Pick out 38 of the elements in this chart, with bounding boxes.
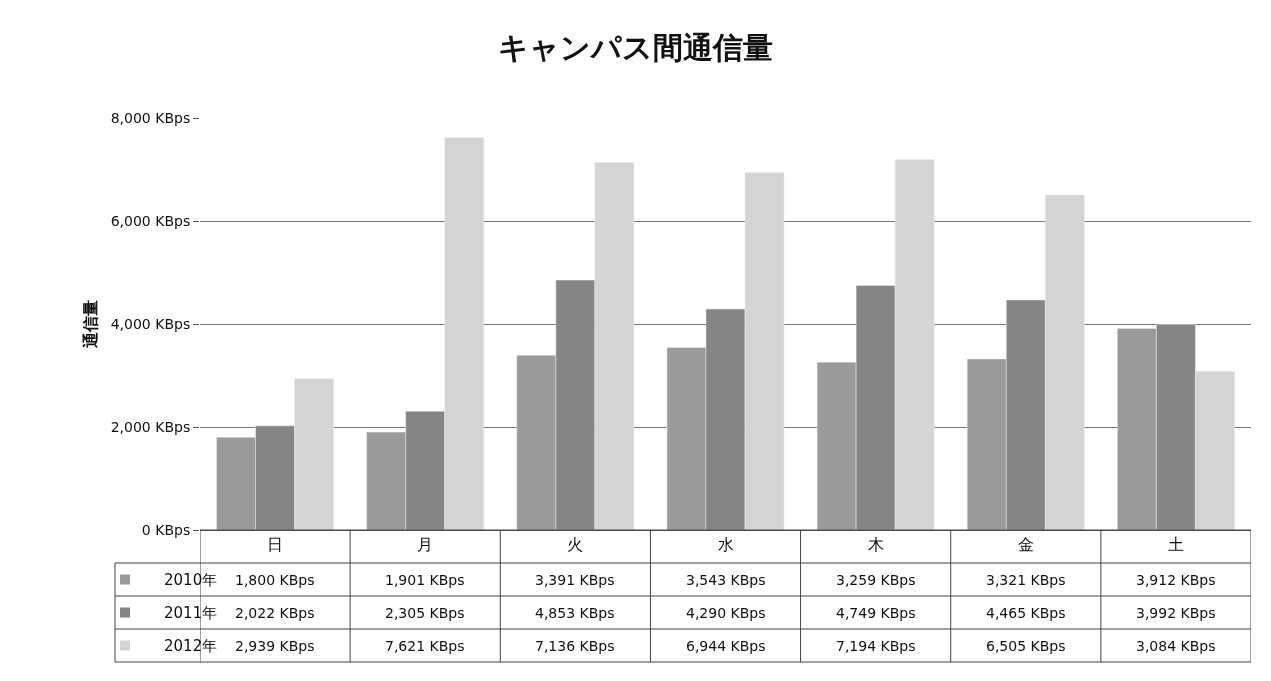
data-label: 4,465 KBps — [986, 605, 1066, 621]
data-label: 7,194 KBps — [836, 638, 916, 654]
data-label: 2,305 KBps — [385, 605, 465, 621]
data-label: 2,939 KBps — [235, 638, 315, 654]
x-tick-label: 金 — [1017, 535, 1034, 555]
y-tick-label: 8,000 KBps — [110, 109, 191, 126]
y-tick-label: 2,000 KBps — [110, 418, 191, 435]
legend-label: 2011年 — [164, 604, 218, 622]
legend-label: 2012年 — [164, 637, 218, 655]
x-tick-label: 水 — [717, 535, 734, 555]
data-label: 6,944 KBps — [686, 638, 766, 654]
data-label: 1,800 KBps — [235, 572, 315, 588]
y-tick-label: 4,000 KBps — [110, 315, 191, 332]
data-label: 3,543 KBps — [686, 572, 766, 588]
data-label: 3,321 KBps — [986, 572, 1066, 588]
y-tick-label: 0 KBps — [141, 521, 191, 538]
data-label: 2,022 KBps — [235, 605, 315, 621]
data-label: 6,505 KBps — [986, 638, 1066, 654]
data-label: 3,912 KBps — [1136, 572, 1216, 588]
chart-title: キャンパス間通信量 — [498, 30, 773, 66]
data-label: 4,749 KBps — [836, 605, 916, 621]
y-tick-label: 6,000 KBps — [110, 212, 191, 229]
x-tick-label: 火 — [567, 535, 584, 555]
data-label: 4,290 KBps — [686, 605, 766, 621]
x-tick-label: 日 — [267, 535, 284, 555]
legend-label: 2010年 — [164, 571, 218, 589]
data-label: 7,621 KBps — [385, 638, 465, 654]
x-tick-label: 月 — [417, 535, 434, 555]
data-label: 3,992 KBps — [1136, 605, 1216, 621]
data-label: 3,084 KBps — [1136, 638, 1216, 654]
x-tick-label: 土 — [1167, 535, 1184, 555]
data-label: 3,259 KBps — [836, 572, 916, 588]
data-label: 4,853 KBps — [535, 605, 615, 621]
data-label: 3,391 KBps — [535, 572, 615, 588]
x-tick-label: 木 — [867, 535, 884, 555]
data-label: 7,136 KBps — [535, 638, 615, 654]
y-axis-title: 通信量 — [80, 300, 100, 349]
data-label: 1,901 KBps — [385, 572, 465, 588]
